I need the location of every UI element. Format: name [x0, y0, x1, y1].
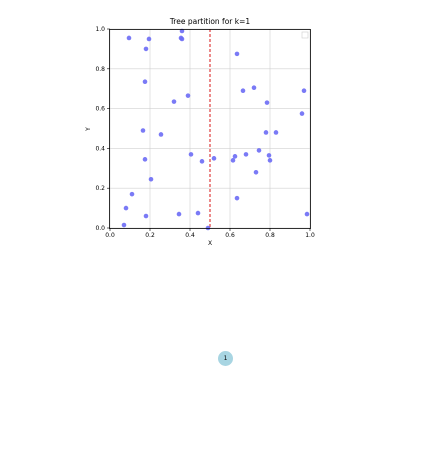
data-point	[205, 225, 211, 231]
y-tick-label: 0.0	[95, 225, 105, 232]
data-point	[230, 158, 236, 163]
data-point	[121, 222, 127, 228]
data-point	[264, 100, 270, 105]
data-point	[176, 211, 182, 217]
tree-node-label: 1	[223, 355, 228, 362]
y-axis-label: Y	[85, 127, 92, 132]
y-tick-label: 1.0	[95, 26, 105, 33]
data-point	[179, 36, 185, 42]
data-point	[126, 35, 132, 41]
data-point	[195, 210, 201, 216]
data-point	[267, 158, 273, 163]
x-tick-label: 0.8	[265, 232, 275, 239]
legend-box	[301, 31, 309, 39]
data-point	[263, 130, 269, 135]
data-point	[240, 88, 246, 93]
y-tick-label: 0.6	[95, 106, 105, 113]
data-point	[251, 85, 257, 91]
data-point	[129, 191, 135, 197]
data-point	[146, 36, 152, 42]
data-point	[140, 128, 146, 133]
data-point	[148, 176, 154, 182]
x-tick-label: 0.2	[145, 232, 155, 239]
data-point	[299, 111, 305, 116]
data-point	[304, 211, 310, 217]
data-point	[256, 148, 262, 153]
x-axis-label: X	[208, 240, 212, 247]
data-point	[234, 195, 240, 201]
data-point	[142, 157, 148, 162]
data-point	[243, 152, 249, 157]
data-point	[185, 93, 191, 98]
data-point	[158, 132, 164, 137]
data-point	[199, 159, 205, 164]
axis-ticks: 0.0 0.2 0.4 0.6 0.8 1.0 0.0 0.2 0.4 0.6 0.8 1.0	[95, 26, 314, 239]
chart-title: Tree partition for k=1	[169, 17, 251, 26]
x-tick-label: 0.6	[225, 232, 235, 239]
data-point	[143, 46, 149, 52]
x-tick-label: 1.0	[305, 232, 315, 239]
x-tick-label: 0.0	[105, 232, 115, 239]
data-point	[143, 213, 149, 219]
y-tick-label: 0.4	[95, 145, 105, 152]
data-point	[234, 51, 240, 57]
data-point	[266, 153, 272, 158]
data-point	[253, 169, 259, 175]
y-tick-label: 0.8	[95, 66, 105, 73]
data-point	[211, 156, 217, 161]
data-points	[121, 28, 310, 231]
x-tick-label: 0.4	[185, 232, 195, 239]
data-point	[273, 130, 279, 135]
y-tick-label: 0.2	[95, 185, 105, 192]
tree-node-1[interactable]: 1	[218, 351, 233, 366]
data-point	[142, 79, 148, 85]
data-point	[171, 99, 177, 104]
data-point	[188, 152, 194, 157]
data-point	[123, 205, 129, 211]
data-point	[232, 154, 238, 159]
data-point	[301, 88, 307, 93]
grid-lines	[109, 28, 311, 229]
plot-frame	[109, 29, 311, 229]
